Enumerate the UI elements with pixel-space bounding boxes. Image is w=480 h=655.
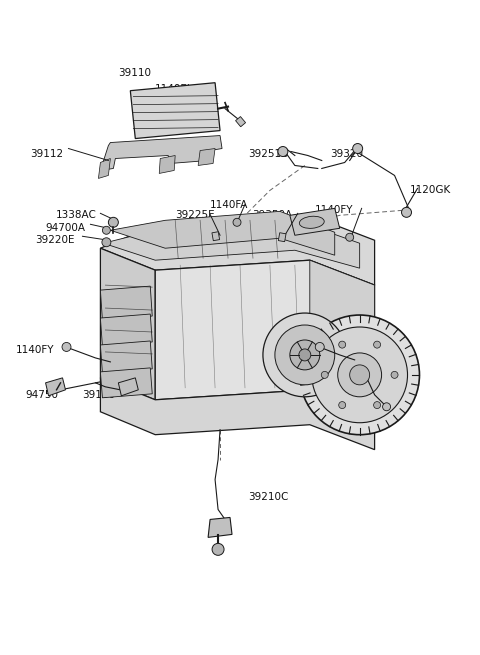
Polygon shape bbox=[278, 233, 286, 242]
Circle shape bbox=[212, 544, 224, 555]
Polygon shape bbox=[236, 117, 246, 127]
Polygon shape bbox=[110, 212, 335, 255]
Text: 39112: 39112 bbox=[31, 149, 64, 159]
Circle shape bbox=[275, 325, 335, 385]
Polygon shape bbox=[100, 341, 152, 373]
Polygon shape bbox=[100, 286, 152, 320]
Polygon shape bbox=[159, 155, 175, 174]
Polygon shape bbox=[103, 220, 360, 268]
Circle shape bbox=[339, 341, 346, 348]
Text: 1338AC: 1338AC bbox=[56, 210, 96, 220]
Text: 39320: 39320 bbox=[330, 149, 363, 159]
Circle shape bbox=[373, 402, 381, 409]
Text: 1140FY: 1140FY bbox=[16, 345, 54, 355]
Circle shape bbox=[383, 403, 391, 411]
Circle shape bbox=[102, 238, 111, 247]
Polygon shape bbox=[155, 260, 374, 415]
Circle shape bbox=[312, 327, 408, 422]
Polygon shape bbox=[130, 83, 220, 139]
Polygon shape bbox=[100, 136, 222, 170]
Ellipse shape bbox=[300, 216, 324, 229]
Circle shape bbox=[391, 371, 398, 379]
Text: 1140EJ: 1140EJ bbox=[155, 84, 191, 94]
Polygon shape bbox=[98, 159, 110, 178]
Circle shape bbox=[300, 315, 420, 435]
Polygon shape bbox=[310, 260, 374, 415]
Polygon shape bbox=[198, 149, 215, 166]
Circle shape bbox=[290, 340, 320, 370]
Polygon shape bbox=[100, 314, 152, 346]
Circle shape bbox=[373, 341, 381, 348]
Circle shape bbox=[339, 402, 346, 409]
Text: 39191: 39191 bbox=[352, 378, 385, 388]
Circle shape bbox=[346, 233, 354, 241]
Text: 39251B: 39251B bbox=[248, 149, 288, 159]
Polygon shape bbox=[212, 232, 219, 240]
Circle shape bbox=[278, 147, 288, 157]
Text: 1140FA: 1140FA bbox=[210, 200, 249, 210]
Circle shape bbox=[353, 143, 363, 153]
Text: 39225E: 39225E bbox=[175, 210, 215, 220]
Text: 39110: 39110 bbox=[119, 67, 151, 78]
Circle shape bbox=[62, 343, 71, 352]
Circle shape bbox=[338, 353, 382, 397]
Circle shape bbox=[233, 218, 241, 226]
Text: 39210C: 39210C bbox=[248, 491, 288, 502]
Polygon shape bbox=[208, 517, 232, 537]
Text: 39190A: 39190A bbox=[310, 345, 350, 355]
Circle shape bbox=[299, 349, 311, 361]
Text: 94750: 94750 bbox=[25, 390, 59, 400]
Circle shape bbox=[321, 371, 328, 379]
Polygon shape bbox=[100, 368, 152, 398]
Polygon shape bbox=[100, 378, 374, 449]
Circle shape bbox=[350, 365, 370, 385]
Circle shape bbox=[102, 226, 110, 234]
Circle shape bbox=[108, 217, 119, 227]
Text: 1140FY: 1140FY bbox=[315, 206, 353, 215]
Polygon shape bbox=[119, 378, 138, 396]
Text: 39180: 39180 bbox=[83, 390, 116, 400]
Polygon shape bbox=[100, 215, 374, 285]
Circle shape bbox=[402, 208, 411, 217]
Text: 94700A: 94700A bbox=[46, 223, 85, 233]
Polygon shape bbox=[46, 378, 65, 396]
Polygon shape bbox=[290, 208, 340, 235]
Circle shape bbox=[263, 313, 347, 397]
Polygon shape bbox=[100, 248, 155, 400]
Text: 39220E: 39220E bbox=[36, 235, 75, 245]
Text: 1120GK: 1120GK bbox=[409, 185, 451, 195]
Circle shape bbox=[315, 343, 324, 352]
Text: 39350A: 39350A bbox=[252, 210, 292, 220]
